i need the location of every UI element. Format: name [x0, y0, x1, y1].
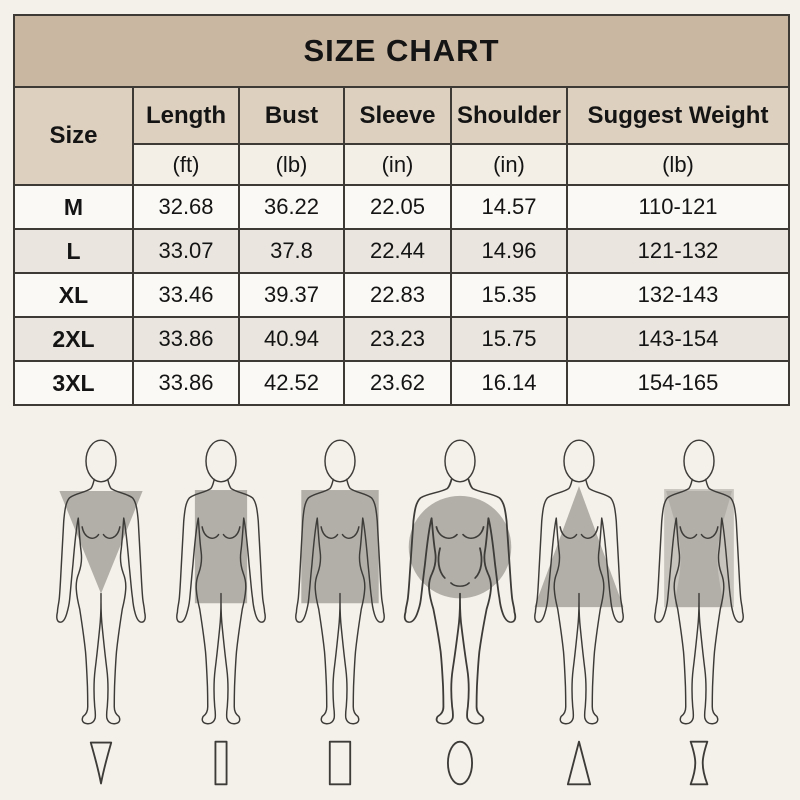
unit-shoulder: (in): [450, 143, 568, 186]
column-header-bust: Bust: [238, 86, 345, 145]
table-row: L 33.07 37.8 22.44 14.96 121-132: [13, 228, 790, 274]
value-cell: 110-121: [566, 184, 790, 230]
value-cell: 37.8: [238, 228, 345, 274]
value-cell: 32.68: [132, 184, 240, 230]
page-title: SIZE CHART: [13, 14, 790, 88]
value-cell: 33.46: [132, 272, 240, 318]
value-cell: 40.94: [238, 316, 345, 362]
column-header-size: Size: [13, 86, 134, 186]
body-figure-inverted-triangle: [42, 431, 160, 789]
unit-row: (ft) (lb) (in) (in) (lb): [14, 143, 790, 186]
column-header-sleeve: Sleeve: [343, 86, 452, 145]
value-cell: 33.86: [132, 316, 240, 362]
table-row: 3XL 33.86 42.52 23.62 16.14 154-165: [13, 360, 790, 406]
rectangle-shape-icon: [214, 740, 228, 786]
value-cell: 39.37: [238, 272, 345, 318]
body-figure-square: [281, 431, 399, 789]
size-label: XL: [13, 272, 134, 318]
value-cell: 121-132: [566, 228, 790, 274]
unit-length: (ft): [132, 143, 240, 186]
inverted-triangle-shape-icon: [89, 741, 113, 785]
body-figure-pear: [520, 431, 638, 789]
value-cell: 23.62: [343, 360, 452, 406]
body-figure-rectangle: [162, 431, 280, 789]
column-header-suggest-weight: Suggest Weight: [566, 86, 790, 145]
round-body-figure: [401, 431, 519, 731]
size-label: M: [13, 184, 134, 230]
value-cell: 15.35: [450, 272, 568, 318]
size-label: 3XL: [13, 360, 134, 406]
value-cell: 14.57: [450, 184, 568, 230]
size-label: L: [13, 228, 134, 274]
square-shape-icon: [329, 740, 352, 786]
value-cell: 22.44: [343, 228, 452, 274]
value-cell: 22.83: [343, 272, 452, 318]
value-cell: 143-154: [566, 316, 790, 362]
body-figure-round: [401, 431, 519, 789]
value-cell: 36.22: [238, 184, 345, 230]
column-header-shoulder: Shoulder: [450, 86, 568, 145]
unit-suggest-weight: (lb): [566, 143, 790, 186]
unit-sleeve: (in): [343, 143, 452, 186]
pear-body-figure: [534, 431, 624, 731]
column-header-row: Size Length Bust Sleeve Shoulder Suggest…: [13, 86, 790, 186]
table-row: 2XL 33.86 40.94 23.23 15.75 143-154: [13, 316, 790, 362]
value-cell: 42.52: [238, 360, 345, 406]
title-row: SIZE CHART: [13, 14, 790, 88]
unit-bust: (lb): [238, 143, 345, 186]
value-cell: 132-143: [566, 272, 790, 318]
hourglass-shape-icon: [689, 740, 709, 786]
value-cell: 14.96: [450, 228, 568, 274]
size-chart-table: SIZE CHART Size Length Bust Sleeve Shoul…: [13, 14, 790, 406]
value-cell: 33.86: [132, 360, 240, 406]
round-shape-icon: [446, 740, 473, 786]
hourglass-body-figure: [640, 431, 758, 731]
square-body-figure: [281, 431, 399, 731]
table-row: XL 33.46 39.37 22.83 15.35 132-143: [13, 272, 790, 318]
value-cell: 154-165: [566, 360, 790, 406]
value-cell: 23.23: [343, 316, 452, 362]
column-header-length: Length: [132, 86, 240, 145]
rectangle-body-figure: [162, 431, 280, 731]
body-figures-row: [0, 431, 800, 789]
value-cell: 22.05: [343, 184, 452, 230]
body-figure-hourglass: [640, 431, 758, 789]
value-cell: 16.14: [450, 360, 568, 406]
inverted-triangle-body-figure: [42, 431, 160, 731]
table-row: M 32.68 36.22 22.05 14.57 110-121: [13, 184, 790, 230]
size-label: 2XL: [13, 316, 134, 362]
value-cell: 33.07: [132, 228, 240, 274]
pear-shape-icon: [567, 740, 592, 786]
value-cell: 15.75: [450, 316, 568, 362]
